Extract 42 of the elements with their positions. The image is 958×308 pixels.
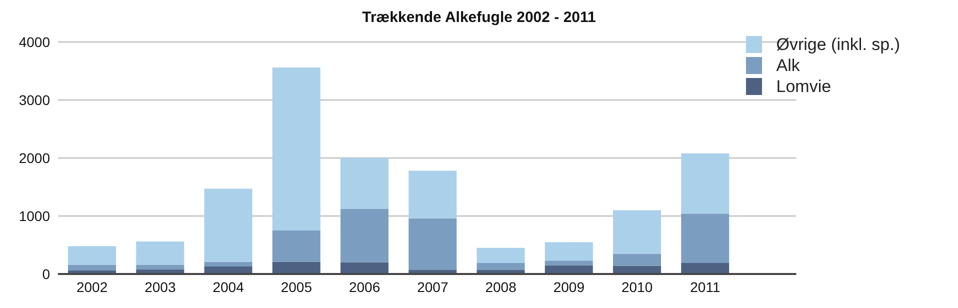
- y-tick-label: 4000: [18, 34, 50, 50]
- bar: [340, 262, 388, 274]
- bar: [544, 260, 593, 266]
- bar: [613, 210, 661, 254]
- bar: [340, 158, 388, 210]
- y-tick-label: 0: [42, 266, 50, 282]
- legend-label: Alk: [776, 56, 800, 76]
- x-tick-label: 2003: [144, 278, 176, 295]
- bar: [204, 262, 252, 266]
- bar: [340, 209, 388, 262]
- bar: [136, 242, 184, 265]
- y-tick-label: 1000: [18, 208, 50, 224]
- chart-title: Trækkende Alkefugle 2002 - 2011: [361, 8, 597, 28]
- x-tick-label: 2002: [76, 278, 108, 295]
- x-tick-label: 2009: [553, 278, 585, 295]
- legend-label: Lomvie: [776, 76, 832, 96]
- bar: [681, 214, 730, 263]
- y-tick-label: 3000: [18, 92, 50, 108]
- bar: [544, 242, 593, 261]
- bar: [613, 254, 661, 266]
- bar: [681, 262, 730, 274]
- bar: [272, 68, 320, 230]
- x-tick-label: 2005: [280, 278, 312, 295]
- legend-label: Øvrige (inkl. sp.): [776, 34, 900, 54]
- bar: [681, 153, 730, 214]
- x-tick-label: 2007: [417, 278, 448, 295]
- bar: [476, 262, 525, 270]
- bar: [476, 248, 525, 263]
- x-tick-label: 2010: [621, 278, 653, 295]
- bar: [408, 170, 457, 218]
- bar: [204, 188, 252, 262]
- bar: [408, 218, 457, 270]
- bar: [272, 262, 320, 274]
- x-tick-label: 2006: [348, 278, 380, 295]
- x-tick-label: 2008: [485, 278, 517, 295]
- x-tick-label: 2011: [690, 278, 720, 295]
- bar: [272, 230, 320, 262]
- y-tick-label: 2000: [18, 150, 50, 166]
- x-tick-label: 2004: [212, 278, 244, 295]
- bar: [68, 246, 116, 265]
- bar: [68, 264, 116, 271]
- bar: [136, 264, 184, 270]
